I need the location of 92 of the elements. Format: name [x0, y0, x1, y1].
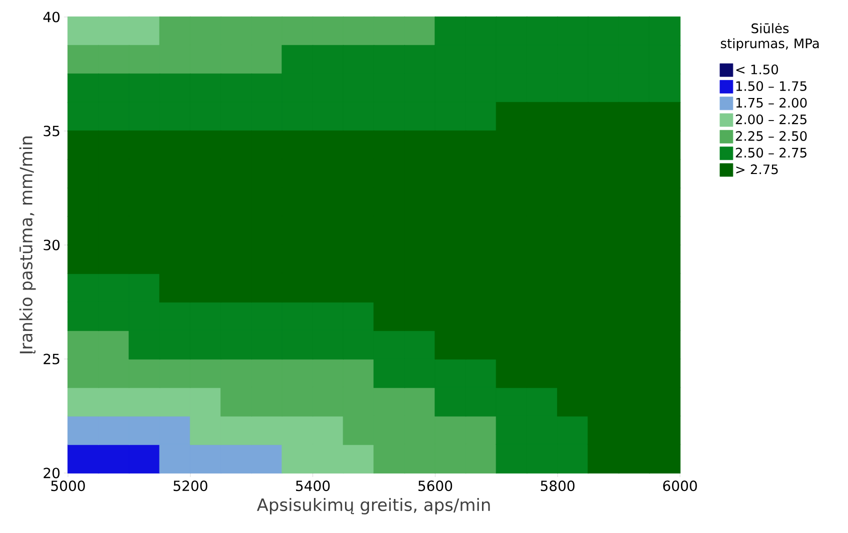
x-tick-label: 5600 — [418, 480, 452, 492]
x-tick-label: 5400 — [296, 480, 330, 492]
point — [159, 387, 191, 416]
legend-label: 1.75 – 2.00 — [736, 98, 807, 108]
point — [342, 444, 375, 474]
point — [282, 16, 314, 46]
point — [282, 416, 314, 445]
point — [98, 416, 130, 445]
y-tick-label: 20 — [44, 468, 60, 478]
point — [67, 387, 100, 416]
legend-label: 2.50 – 2.75 — [736, 148, 806, 158]
point — [220, 444, 252, 474]
legend-label: 2.00 – 2.25 — [736, 114, 806, 124]
point — [342, 387, 375, 416]
point — [404, 387, 436, 416]
point — [67, 16, 100, 46]
legend-title: Siūlės stiprumas, MPa — [720, 23, 819, 51]
point — [98, 45, 130, 74]
point — [190, 387, 222, 416]
legend-label: < 1.50 — [736, 64, 778, 74]
point — [128, 16, 160, 46]
y-tick-label: 25 — [44, 354, 60, 364]
point — [342, 416, 375, 445]
point — [128, 387, 160, 416]
point — [128, 416, 160, 445]
x-tick-label: 5000 — [51, 480, 85, 492]
x-tick-label: 5200 — [174, 480, 208, 492]
point — [67, 416, 100, 445]
point — [190, 45, 222, 74]
point — [67, 330, 100, 360]
point — [220, 358, 252, 388]
point — [374, 444, 406, 474]
point — [251, 16, 283, 46]
legend-label: 2.25 – 2.50 — [736, 131, 807, 141]
point — [220, 387, 252, 416]
point — [128, 358, 160, 388]
x-axis-title: Apsisukimų greitis, aps/min — [256, 498, 490, 514]
legend-label: > 2.75 — [736, 164, 778, 174]
point — [98, 387, 130, 416]
point — [128, 45, 160, 74]
point — [98, 444, 130, 474]
point — [374, 16, 406, 46]
point — [190, 358, 222, 388]
point — [312, 16, 344, 46]
y-axis-title: Įrankio pastūma, mm/min — [19, 136, 36, 354]
point — [404, 16, 436, 46]
point — [98, 358, 130, 388]
y-tick-label: 35 — [44, 126, 60, 136]
point — [128, 444, 160, 474]
point — [159, 444, 191, 474]
point — [312, 416, 344, 445]
point — [282, 358, 314, 388]
point — [67, 45, 100, 74]
point — [220, 16, 252, 46]
point — [159, 45, 191, 74]
point — [342, 16, 375, 46]
point — [312, 358, 344, 388]
point — [312, 387, 344, 416]
point — [374, 387, 406, 416]
x-tick-label: 5800 — [540, 480, 574, 492]
point — [434, 416, 466, 445]
point — [98, 16, 130, 46]
point — [190, 444, 222, 474]
point — [159, 358, 191, 388]
point — [67, 358, 100, 388]
point — [251, 358, 283, 388]
point — [404, 416, 436, 445]
point — [190, 416, 222, 445]
point — [374, 416, 406, 445]
point — [98, 330, 130, 360]
point — [67, 444, 100, 474]
point — [190, 16, 222, 46]
point — [251, 444, 283, 474]
point — [251, 45, 283, 74]
point — [159, 416, 191, 445]
point — [404, 444, 436, 474]
point — [251, 416, 283, 445]
point — [282, 387, 314, 416]
point — [342, 358, 375, 388]
point — [282, 444, 314, 474]
point — [312, 444, 344, 474]
x-tick-label: 6000 — [663, 480, 697, 492]
point — [465, 416, 497, 445]
point — [465, 444, 497, 474]
point — [220, 416, 252, 445]
point — [251, 387, 283, 416]
y-tick-label: 40 — [43, 12, 60, 22]
point — [159, 16, 191, 46]
y-tick-label: 30 — [44, 240, 60, 250]
legend-label: 1.50 – 1.75 — [736, 81, 806, 91]
point — [434, 444, 466, 474]
point — [220, 45, 252, 74]
